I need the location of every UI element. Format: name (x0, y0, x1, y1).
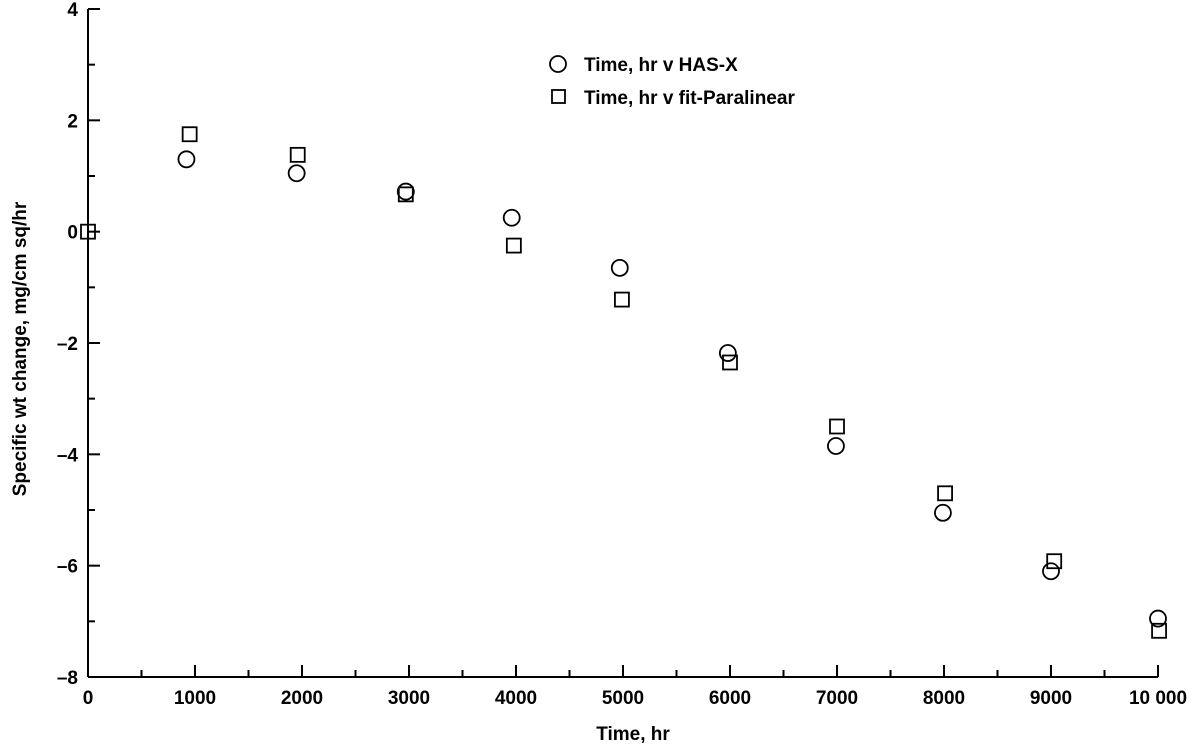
x-tick-label: 2000 (281, 688, 323, 709)
data-point-square (829, 418, 845, 435)
x-tick-label: 8000 (923, 688, 965, 709)
data-point-square (505, 237, 522, 254)
data-point-circle (287, 164, 306, 183)
y-tick-label: 4 (67, 0, 78, 21)
data-point-square (937, 485, 953, 502)
y-axis-title: Specific wt change, mg/cm sq/hr (10, 201, 31, 496)
x-tick-label: 6000 (709, 688, 751, 709)
data-point-square (614, 291, 630, 308)
legend-circle-marker (549, 55, 567, 73)
data-point-circle (610, 258, 629, 277)
legend: Time, hr v HAS-X Time, hr v fit-Paraline… (549, 55, 795, 109)
legend-label-fit-paralinear: Time, hr v fit-Paralinear (584, 88, 795, 109)
x-tick-label: 1000 (174, 688, 216, 709)
data-point-circle (718, 344, 737, 362)
data-point-circle (1149, 609, 1167, 628)
y-tick-label: 0 (67, 223, 78, 244)
y-tick-label: –6 (57, 557, 78, 578)
y-ticks: –8 –6 –4 –2 0 2 4 (57, 0, 100, 689)
data-point-square (80, 223, 96, 240)
x-axis-title: Time, hr (596, 724, 670, 745)
data-marks (80, 126, 1167, 639)
legend-item-fit-paralinear: Time, hr v fit-Paralinear (551, 88, 795, 109)
data-point-square (397, 186, 414, 203)
data-point-square (181, 126, 198, 143)
data-point-circle (177, 150, 196, 169)
legend-label-has-x: Time, hr v HAS-X (584, 55, 738, 76)
x-tick-label: 9000 (1030, 688, 1072, 709)
data-point-square (1046, 553, 1063, 570)
data-point-square (289, 146, 306, 163)
y-tick-label: –2 (57, 334, 78, 355)
y-tick-label: –4 (57, 445, 79, 466)
data-point-circle (827, 437, 845, 455)
legend-square-marker (551, 89, 566, 104)
axes (87, 9, 1158, 678)
data-point-square (1151, 622, 1167, 639)
data-point-circle (1042, 562, 1060, 581)
x-tick-label: 10 000 (1129, 688, 1187, 709)
y-tick-label: 2 (67, 111, 78, 132)
data-point-square (722, 354, 738, 371)
data-point-circle (502, 208, 521, 227)
x-tick-label: 0 (83, 688, 94, 709)
data-point-circle (934, 503, 952, 522)
x-tick-label: 7000 (816, 688, 858, 709)
y-tick-label: –8 (57, 668, 78, 689)
legend-item-has-x: Time, hr v HAS-X (549, 55, 738, 76)
x-tick-label: 3000 (388, 688, 430, 709)
x-ticks: 0 1000 2000 3000 4000 5000 6000 7000 8000 9000 10 … (83, 665, 1187, 709)
x-tick-label: 5000 (602, 688, 644, 709)
data-point-circle (396, 182, 415, 201)
x-tick-label: 4000 (495, 688, 537, 709)
